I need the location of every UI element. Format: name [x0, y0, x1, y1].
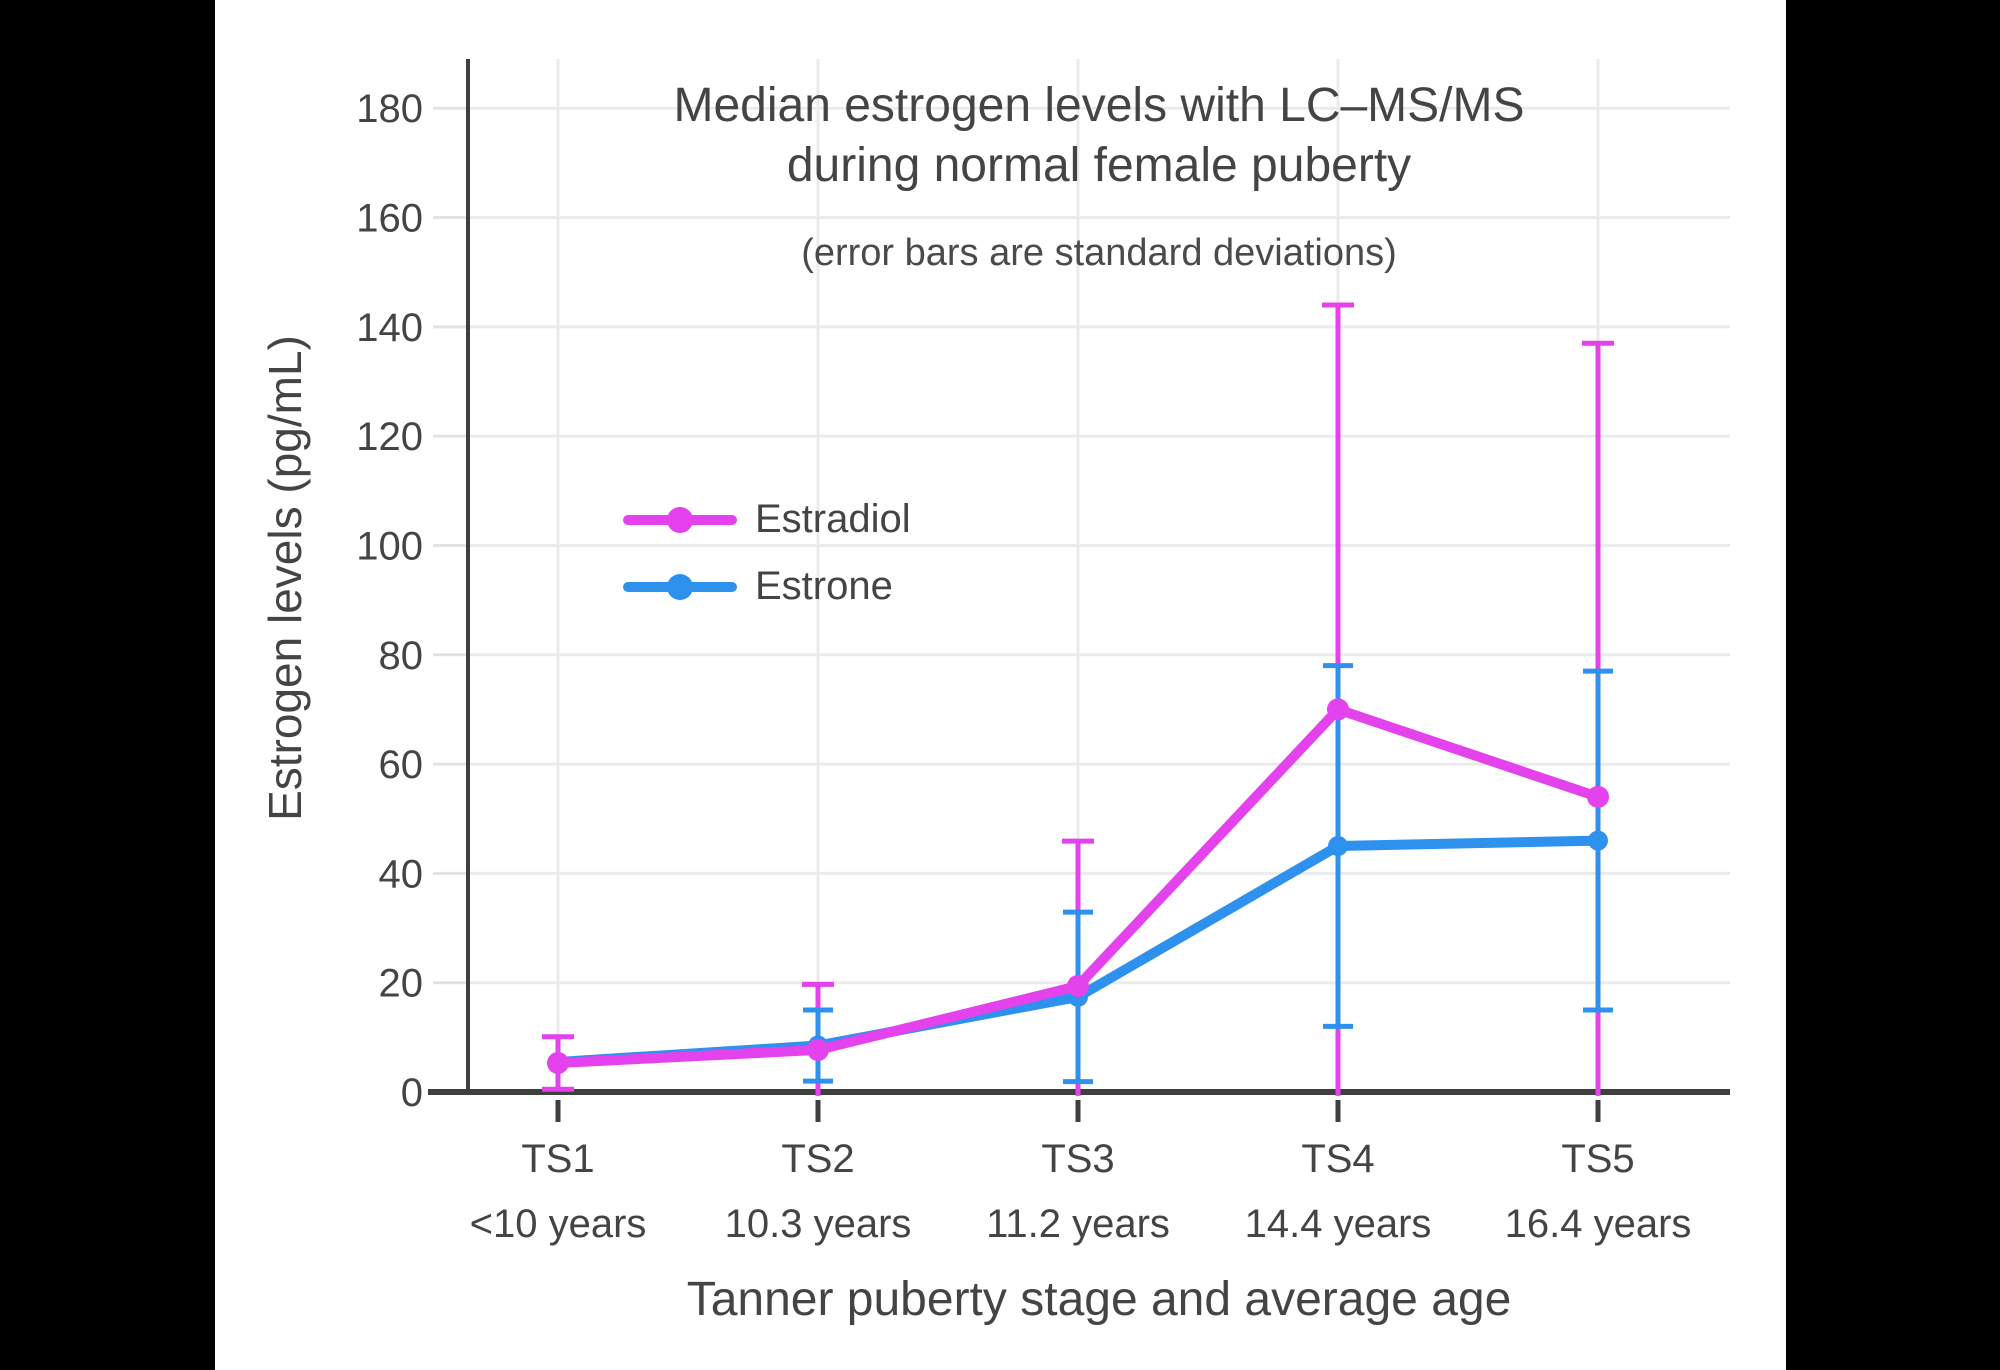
y-tick-label: 140: [356, 306, 423, 350]
chart-canvas[interactable]: 0 20 40 60 80 100 120 140 160 180 TS1 TS2 TS3 TS4 TS5 <…: [215, 0, 1786, 1370]
chart-title: Median estrogen levels with LC–MS/MS dur…: [468, 76, 1730, 196]
estradiol-markers[interactable]: [547, 698, 1609, 1075]
x-age-label: 10.3 years: [725, 1202, 912, 1246]
estradiol-point[interactable]: [807, 1038, 829, 1061]
estrone-marker-swatch: [667, 573, 693, 600]
estradiol-line-swatch: [623, 506, 737, 533]
legend: Estradiol Estrone: [623, 486, 911, 620]
x-axis-category-labels: TS1 TS2 TS3 TS4 TS5: [521, 1137, 1634, 1181]
y-tick-label: 20: [379, 962, 424, 1006]
chart-panel: Median estrogen levels with LC–MS/MS dur…: [215, 0, 1786, 1370]
x-tick-label: TS4: [1301, 1137, 1374, 1181]
y-tick-label: 40: [379, 852, 424, 896]
x-tick-label: TS3: [1041, 1137, 1114, 1181]
y-tick-label: 180: [356, 87, 423, 131]
estrone-line-swatch: [623, 573, 737, 600]
chart-title-line-1: Median estrogen levels with LC–MS/MS: [673, 79, 1525, 132]
x-tick-label: TS1: [521, 1137, 594, 1181]
y-tick-label: 160: [356, 197, 423, 241]
legend-item-estradiol[interactable]: Estradiol: [623, 486, 911, 553]
estradiol-marker-swatch: [667, 506, 693, 533]
legend-label: Estradiol: [755, 497, 911, 541]
estradiol-point[interactable]: [1327, 698, 1349, 721]
legend-item-estrone[interactable]: Estrone: [623, 553, 911, 620]
x-axis-ticks: [555, 1100, 1601, 1122]
estrone-point[interactable]: [1328, 836, 1348, 857]
y-tick-label: 100: [356, 524, 423, 568]
x-tick-label: TS5: [1561, 1137, 1634, 1181]
x-age-label: 11.2 years: [986, 1202, 1170, 1246]
chart-title-line-2: during normal female puberty: [786, 139, 1412, 192]
estradiol-point[interactable]: [547, 1052, 569, 1075]
x-age-label: 16.4 years: [1505, 1202, 1692, 1246]
y-tick-label: 120: [356, 415, 423, 459]
x-axis-title: Tanner puberty stage and average age: [686, 1273, 1512, 1326]
x-tick-label: TS2: [781, 1137, 854, 1181]
y-tick-label: 80: [379, 634, 424, 678]
x-age-label: 14.4 years: [1245, 1202, 1432, 1246]
x-age-label: <10 years: [470, 1202, 647, 1246]
y-axis-ticks: [433, 106, 468, 985]
y-tick-label: 0: [401, 1071, 423, 1115]
x-axis-age-labels: <10 years 10.3 years 11.2 years 14.4 years 1…: [470, 1202, 1692, 1246]
estrone-point[interactable]: [1588, 830, 1608, 851]
legend-label: Estrone: [755, 564, 893, 608]
y-axis-tick-labels: 0 20 40 60 80 100 120 140 160 180: [356, 87, 423, 1115]
y-axis-title: Estrogen levels (pg/mL): [259, 335, 311, 821]
estradiol-point[interactable]: [1067, 974, 1089, 997]
estradiol-point[interactable]: [1587, 785, 1609, 808]
chart-subtitle: (error bars are standard deviations): [801, 232, 1397, 274]
y-tick-label: 60: [379, 743, 424, 787]
